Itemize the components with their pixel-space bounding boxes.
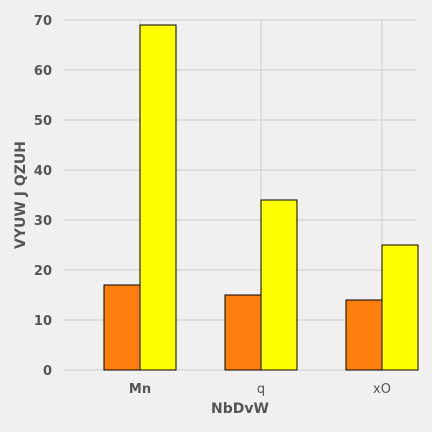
bar xyxy=(260,199,298,371)
bar xyxy=(139,24,177,371)
y-tick-label: 70 xyxy=(34,14,52,29)
y-axis-title: VYUW J QZUH xyxy=(13,141,29,249)
bar xyxy=(103,284,141,371)
y-tick-label: 60 xyxy=(34,64,52,79)
x-tick-label: xO xyxy=(373,382,391,397)
y-tick-labels: 0 10 20 30 40 50 60 70 xyxy=(34,14,52,379)
y-tick-label: 50 xyxy=(34,114,52,129)
x-tick-labels: Mn q xO xyxy=(129,382,391,397)
y-tick-label: 10 xyxy=(34,314,52,329)
y-tick-label: 0 xyxy=(43,364,52,379)
bar xyxy=(381,244,419,371)
y-tick-label: 40 xyxy=(34,164,52,179)
x-axis-title: NbDvW xyxy=(211,401,269,417)
bar xyxy=(345,299,383,371)
x-tick-label: Mn xyxy=(129,382,151,397)
y-tick-label: 20 xyxy=(34,264,52,279)
bars xyxy=(103,24,419,371)
y-tick-label: 30 xyxy=(34,214,52,229)
x-tick-label: q xyxy=(257,382,265,397)
bar xyxy=(224,294,262,371)
